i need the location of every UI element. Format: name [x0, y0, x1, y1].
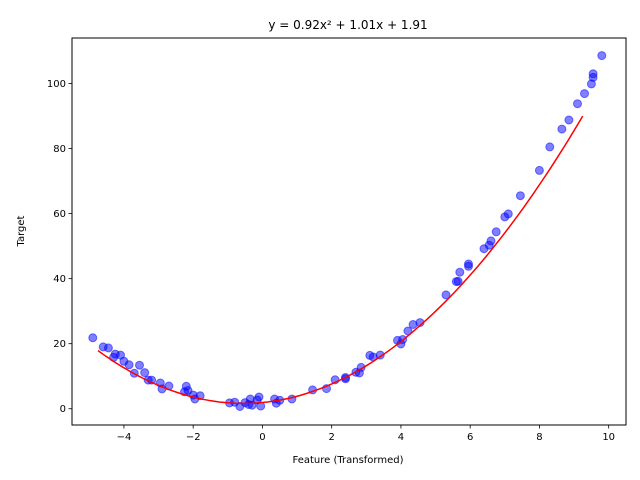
data-point — [573, 99, 582, 109]
data-point — [545, 142, 555, 152]
y-tick-label: 40 — [53, 274, 66, 285]
y-tick-label: 100 — [47, 79, 66, 90]
data-point — [486, 236, 496, 246]
data-point — [455, 267, 465, 277]
data-point — [453, 276, 463, 286]
data-point — [597, 51, 607, 61]
data-point — [464, 259, 473, 269]
x-tick-label: 2 — [329, 432, 335, 443]
x-tick-label: 6 — [467, 432, 473, 443]
x-tick-label: 0 — [259, 432, 265, 443]
y-axis: 0 20 40 60 80 100 — [47, 79, 72, 415]
fit-line — [97, 115, 584, 405]
x-tick-label: 8 — [536, 432, 542, 443]
x-tick-label: −4 — [117, 432, 132, 443]
data-point — [103, 343, 113, 353]
y-tick-label: 60 — [53, 209, 66, 220]
y-tick-label: 80 — [53, 144, 66, 155]
x-axis: −4 −2 0 2 4 6 8 10 — [117, 425, 615, 443]
data-point — [375, 350, 385, 360]
data-point — [140, 368, 150, 378]
y-tick-label: 0 — [60, 404, 66, 415]
data-point — [254, 392, 264, 402]
data-point — [441, 290, 451, 300]
y-tick-label: 20 — [53, 339, 66, 350]
data-point — [124, 360, 134, 370]
data-point — [588, 69, 598, 79]
data-point — [580, 89, 589, 99]
x-tick-label: 10 — [602, 432, 615, 443]
data-point — [515, 191, 525, 201]
chart-title: y = 0.92x² + 1.01x + 1.91 — [268, 18, 427, 32]
data-point — [564, 115, 574, 125]
data-point — [503, 209, 513, 219]
data-point — [135, 360, 144, 370]
data-point — [557, 124, 567, 134]
plot-area — [88, 51, 607, 411]
data-point — [88, 333, 98, 343]
data-point — [534, 165, 544, 175]
x-axis-label: Feature (Transformed) — [292, 455, 403, 466]
axes-frame — [71, 37, 627, 426]
x-tick-label: 4 — [398, 432, 404, 443]
data-point — [491, 227, 501, 237]
x-tick-label: −2 — [186, 432, 201, 443]
y-axis-label: Target — [16, 215, 27, 247]
